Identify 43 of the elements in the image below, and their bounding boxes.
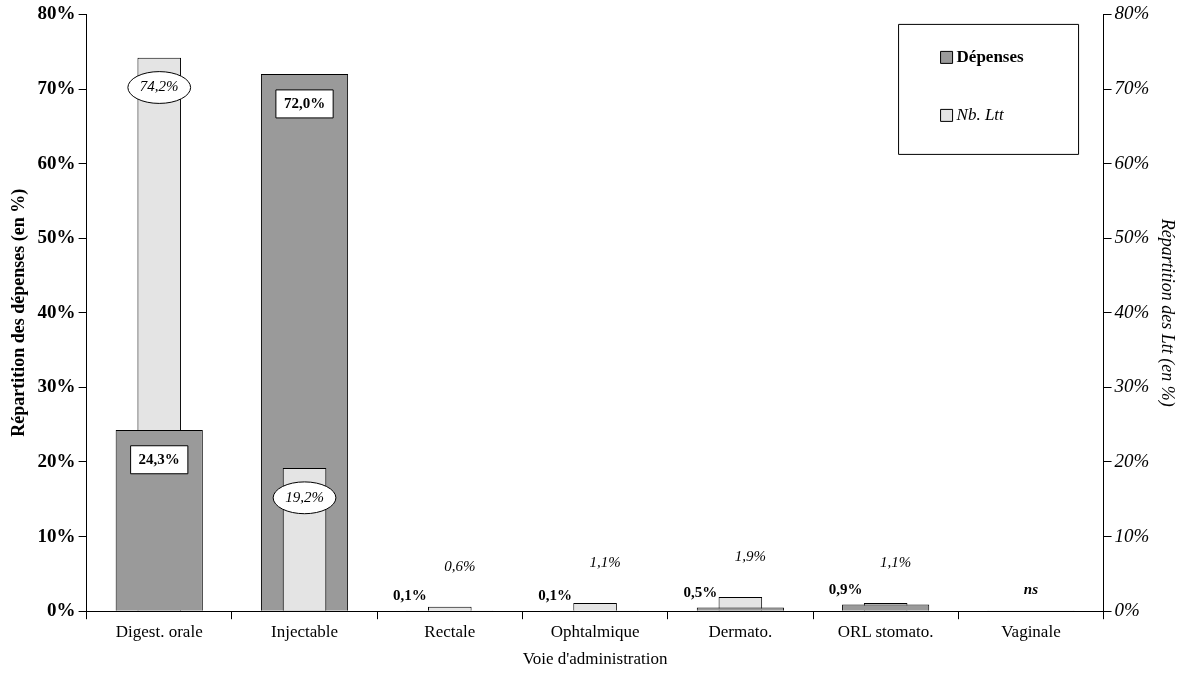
y2-tick-label: 80% xyxy=(1114,2,1150,24)
x-tick-label: Vaginale xyxy=(1001,621,1061,641)
x-tick-label: Ophtalmique xyxy=(550,621,640,641)
data-label: 1,9% xyxy=(734,547,766,564)
x-axis-title: Voie d'administration xyxy=(522,649,669,669)
x-tick-label: Dermato. xyxy=(708,621,773,641)
legend-label: Dépenses xyxy=(956,46,1025,66)
data-label: 0,5% xyxy=(683,584,718,601)
y-tick-label: 60% xyxy=(37,151,76,173)
data-label: 0,1% xyxy=(392,587,427,604)
y2-tick-label: 10% xyxy=(1114,524,1150,546)
y2-tick-label: 70% xyxy=(1114,77,1150,98)
y-tick-label: 0% xyxy=(47,599,76,621)
x-tick-label: Digest. orale xyxy=(115,621,203,641)
y2-axis-title: Répartition des Ltt (en %) xyxy=(1157,217,1179,407)
y-tick-label: 80% xyxy=(37,2,76,24)
y2-tick-label: 20% xyxy=(1114,450,1150,471)
data-label: 1,1% xyxy=(589,553,621,570)
data-label: 0,1% xyxy=(538,587,572,604)
data-label: 0,6% xyxy=(444,557,476,574)
data-label: 1,1% xyxy=(880,553,912,570)
y2-tick-label: 0% xyxy=(1114,599,1140,621)
data-label: 24,3% xyxy=(138,450,180,467)
y-tick-label: 10% xyxy=(37,524,76,546)
y-tick-label: 30% xyxy=(37,375,76,397)
data-label: 19,2% xyxy=(285,488,324,505)
y-axis-title: Répartition des dépenses (en %) xyxy=(8,188,30,437)
y-tick-label: 20% xyxy=(37,449,76,471)
y-tick-label: 70% xyxy=(37,76,76,98)
data-label: 0,9% xyxy=(828,581,863,598)
data-label: ns xyxy=(1023,581,1039,598)
y2-tick-label: 30% xyxy=(1113,375,1150,397)
y-tick-label: 40% xyxy=(37,300,76,322)
y2-tick-label: 50% xyxy=(1114,226,1150,248)
x-tick-label: Rectale xyxy=(424,621,476,641)
y2-tick-label: 60% xyxy=(1114,151,1150,173)
x-tick-label: Injectable xyxy=(271,621,339,641)
x-tick-label: ORL stomato. xyxy=(837,621,934,641)
data-label: 74,2% xyxy=(139,78,179,95)
y-tick-label: 50% xyxy=(37,226,76,248)
legend-label: Nb. Ltt xyxy=(955,104,1006,124)
y2-tick-label: 40% xyxy=(1114,300,1150,322)
data-label: 72,0% xyxy=(283,94,326,111)
